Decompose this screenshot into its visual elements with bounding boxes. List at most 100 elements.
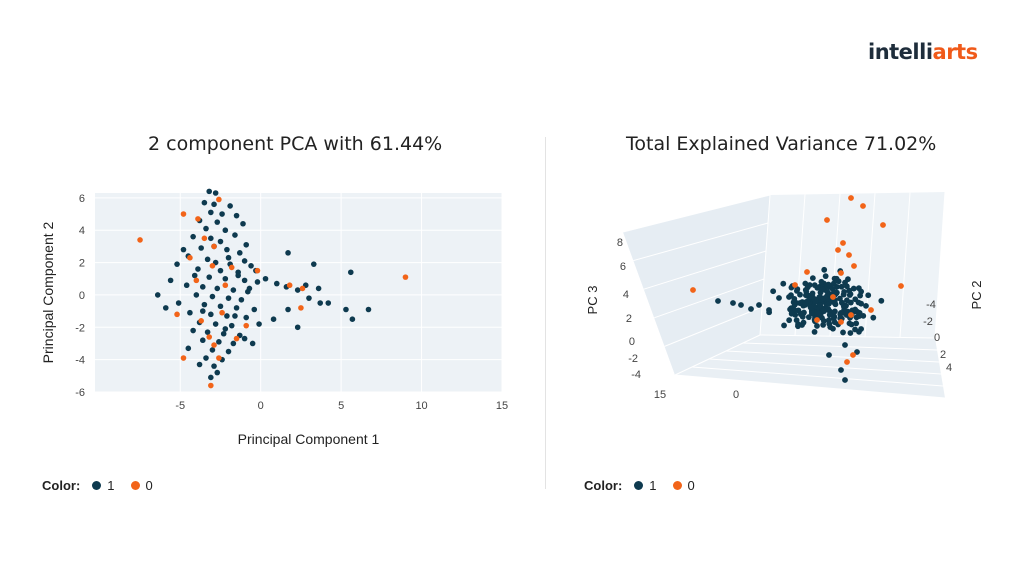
grid-line — [864, 193, 876, 337]
y-axis-label: PC 2 — [969, 281, 984, 310]
data-point-class-1 — [190, 233, 196, 240]
data-point-class-1 — [175, 300, 182, 306]
data-point-class-1 — [227, 203, 233, 209]
data-point-class-1 — [826, 311, 833, 318]
data-point-class-1 — [241, 335, 248, 342]
x-tick-label: 10 — [415, 400, 427, 412]
data-point-class-0 — [180, 211, 187, 217]
data-point-class-1 — [730, 300, 736, 306]
data-point-class-1 — [815, 310, 822, 317]
data-point-class-1 — [217, 267, 224, 274]
y-tick-label: 2 — [79, 258, 85, 270]
data-point-class-1 — [797, 291, 803, 298]
grid-line — [725, 350, 940, 363]
data-point-class-1 — [816, 302, 823, 309]
data-point-class-0 — [846, 252, 852, 258]
data-point-class-1 — [217, 303, 224, 310]
y-tick-label: 6 — [79, 193, 85, 205]
data-point-class-0 — [880, 222, 886, 228]
grid-line — [654, 278, 765, 319]
data-point-class-1 — [865, 292, 872, 299]
data-point-class-1 — [206, 274, 213, 280]
data-point-class-1 — [201, 199, 208, 206]
data-point-class-1 — [209, 293, 216, 300]
data-point-class-1 — [822, 273, 829, 280]
data-point-class-1 — [203, 355, 209, 361]
data-point-class-1 — [805, 314, 812, 321]
data-point-class-0 — [814, 317, 820, 323]
data-point-class-1 — [756, 302, 762, 308]
data-point-class-1 — [796, 300, 803, 306]
legend-2d: Color: 1 0 — [42, 478, 163, 493]
data-point-class-0 — [690, 287, 696, 293]
data-point-class-1 — [232, 313, 238, 319]
legend-label-1: 1 — [107, 478, 115, 493]
grid-line — [622, 194, 771, 233]
data-point-class-1 — [781, 322, 787, 329]
data-point-class-1 — [819, 286, 826, 293]
data-point-class-1 — [823, 293, 830, 300]
data-point-class-1 — [233, 305, 240, 311]
data-point-class-1 — [343, 306, 349, 313]
data-point-class-0 — [792, 282, 798, 288]
data-point-class-1 — [249, 340, 256, 347]
x-tick-label: 0 — [733, 389, 739, 401]
intelliarts-logo: intelliarts — [868, 40, 978, 64]
data-point-class-0 — [209, 263, 216, 269]
data-point-class-1 — [243, 314, 250, 321]
data-point-class-1 — [212, 190, 219, 196]
data-point-class-1 — [809, 290, 816, 297]
data-point-class-1 — [748, 306, 754, 312]
data-point-class-1 — [254, 279, 261, 285]
x-tick-label: 5 — [338, 400, 344, 412]
data-point-class-0 — [851, 263, 857, 269]
data-point-class-1 — [214, 285, 221, 292]
data-point-class-1 — [222, 326, 229, 332]
grid-line — [691, 366, 944, 387]
data-point-class-1 — [878, 297, 885, 304]
data-point-class-1 — [208, 374, 214, 381]
legend-title: Color: — [584, 478, 623, 493]
data-point-class-1 — [814, 323, 820, 329]
data-point-class-1 — [823, 306, 830, 312]
data-point-class-1 — [208, 235, 214, 242]
data-point-class-1 — [235, 272, 241, 279]
data-point-class-1 — [232, 232, 238, 238]
grid-line — [759, 194, 771, 336]
x-tick-label: 15 — [496, 400, 508, 412]
data-point-class-1 — [854, 349, 860, 355]
data-point-class-1 — [847, 291, 854, 297]
data-point-class-0 — [835, 247, 841, 253]
chart-title-pca3: Total Explained Variance 71.02% — [626, 133, 937, 155]
legend-label-0: 0 — [687, 478, 695, 493]
data-point-class-1 — [191, 272, 198, 279]
data-point-class-0 — [137, 237, 143, 243]
data-point-class-1 — [285, 250, 291, 256]
z-axis-label: PC 3 — [585, 286, 600, 315]
data-point-class-1 — [225, 348, 232, 355]
data-point-class-1 — [310, 261, 317, 267]
data-point-class-1 — [840, 291, 847, 298]
data-point-class-1 — [832, 300, 838, 307]
data-point-class-1 — [838, 367, 844, 373]
data-point-class-0 — [286, 282, 293, 289]
data-point-class-1 — [830, 280, 837, 287]
legend-label-1: 1 — [649, 478, 657, 493]
data-point-class-1 — [857, 292, 864, 299]
y-tick-label: 4 — [79, 225, 85, 237]
legend-swatch-1 — [634, 481, 644, 490]
data-point-class-1 — [847, 330, 854, 336]
data-point-class-1 — [225, 295, 232, 301]
data-point-class-1 — [826, 352, 832, 358]
pca-2d-scatter-chart: -5 0 5 10 15 -6 -4 -2 0 2 4 6 Principal Component 1 P… — [40, 188, 508, 447]
data-point-class-1 — [821, 266, 828, 273]
data-point-class-1 — [770, 288, 777, 295]
data-point-class-1 — [240, 220, 246, 227]
data-point-class-1 — [224, 313, 230, 319]
grid-line — [934, 191, 946, 339]
data-point-class-1 — [262, 275, 269, 282]
data-point-class-1 — [788, 310, 795, 317]
data-point-class-1 — [230, 287, 237, 293]
y-tick-label: -6 — [75, 387, 85, 399]
data-point-class-1 — [180, 246, 187, 253]
